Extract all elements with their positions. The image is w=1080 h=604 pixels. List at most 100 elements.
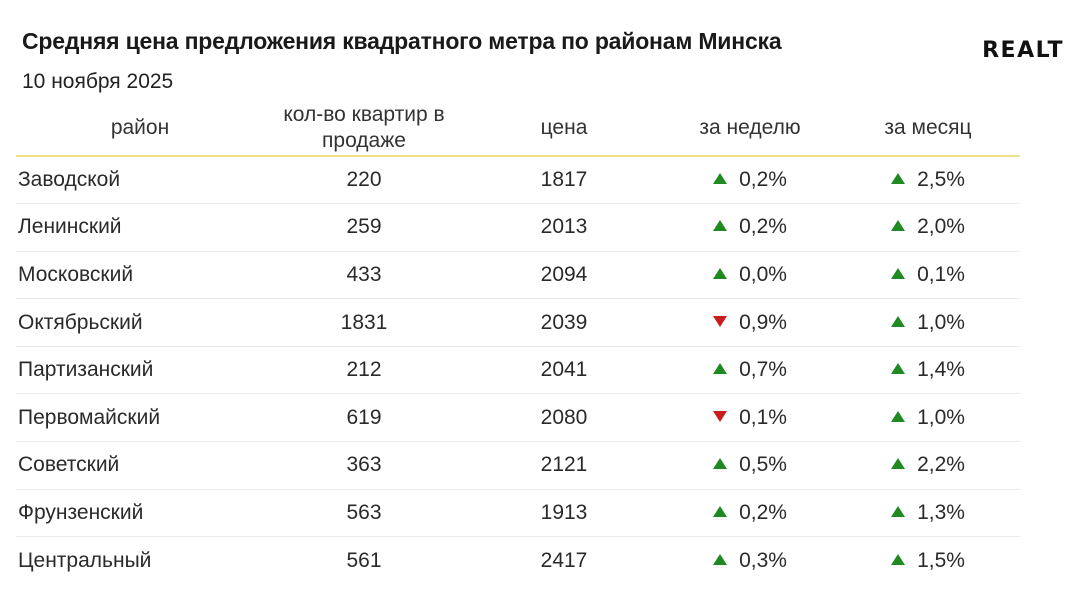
table-row: Заводской 220 1817 0,2% 2,5% bbox=[16, 156, 1020, 205]
district-name: Московский bbox=[16, 251, 264, 300]
up-triangle-icon bbox=[891, 458, 906, 470]
chart-title: Средняя цена предложения квадратного мет… bbox=[22, 28, 782, 54]
district-name: Ленинский bbox=[16, 203, 264, 252]
up-triangle-icon bbox=[713, 505, 728, 517]
listing-count: 561 bbox=[346, 548, 382, 572]
listing-count: 619 bbox=[264, 393, 464, 443]
up-triangle-icon bbox=[891, 363, 906, 375]
district-name: Первомайский bbox=[16, 393, 264, 443]
up-triangle-icon bbox=[891, 505, 906, 517]
column-header-count: кол-во квартир в продаже bbox=[264, 100, 464, 157]
weekly-change-value: 0,3% bbox=[739, 548, 787, 572]
column-header-week: за неделю bbox=[664, 100, 836, 157]
monthly-change-cell: 1,4% bbox=[836, 346, 1020, 395]
table-header-row: район кол-во квартир в продаже цена за н… bbox=[16, 100, 1020, 157]
monthly-change-value: 2,2% bbox=[917, 453, 965, 477]
weekly-change-value: 0,2% bbox=[739, 500, 787, 524]
table-row: Центральный 561 2417 0,3% 1,5% bbox=[16, 537, 1020, 585]
column-header-month: за месяц bbox=[836, 100, 1020, 157]
price-value: 2041 bbox=[464, 346, 664, 395]
down-triangle-icon bbox=[713, 315, 728, 327]
table-row: Советский 363 2121 0,5% 2,2% bbox=[16, 441, 1020, 490]
price-value: 2013 bbox=[464, 203, 664, 252]
weekly-change-value: 0,2% bbox=[739, 215, 787, 239]
up-triangle-icon bbox=[891, 173, 906, 184]
monthly-change-value: 1,3% bbox=[917, 500, 965, 524]
price-value: 2121 bbox=[464, 441, 664, 490]
weekly-change-cell: 0,7% bbox=[664, 346, 836, 395]
monthly-change-value: 2,0% bbox=[917, 215, 965, 239]
column-header-price: цена bbox=[464, 100, 664, 157]
monthly-change-value: 1,4% bbox=[917, 358, 965, 382]
up-triangle-icon bbox=[713, 267, 728, 279]
weekly-change-value: 0,2% bbox=[739, 168, 787, 192]
monthly-change-cell: 2,0% bbox=[836, 203, 1020, 252]
listing-count: 212 bbox=[264, 346, 464, 395]
up-triangle-icon bbox=[891, 553, 906, 565]
listing-count: 363 bbox=[264, 441, 464, 490]
price-table: район кол-во квартир в продаже цена за н… bbox=[16, 100, 1020, 584]
up-triangle-icon bbox=[891, 410, 906, 422]
weekly-change-cell: 0,3% bbox=[664, 537, 836, 585]
monthly-change-cell: 1,0% bbox=[836, 298, 1020, 347]
price-value: 1817 bbox=[464, 156, 664, 205]
up-triangle-icon bbox=[713, 220, 728, 232]
listing-count: 259 bbox=[264, 203, 464, 252]
table-row: Октябрьский 1831 2039 0,9% 1,0% bbox=[16, 298, 1020, 347]
table-row: Московский 433 2094 0,0% 0,1% bbox=[16, 251, 1020, 300]
price-value: 2080 bbox=[464, 393, 664, 443]
chart-date: 10 ноября 2025 bbox=[22, 70, 174, 93]
monthly-change-cell: 1,5% bbox=[836, 537, 1020, 585]
up-triangle-icon bbox=[713, 553, 728, 565]
weekly-change-cell: 0,5% bbox=[664, 441, 836, 490]
weekly-change-value: 0,5% bbox=[739, 453, 787, 477]
up-triangle-icon bbox=[891, 315, 906, 327]
district-name: Центральный bbox=[18, 548, 152, 572]
up-triangle-icon bbox=[713, 363, 728, 375]
monthly-change-value: 2,5% bbox=[917, 168, 965, 192]
listing-count: 1831 bbox=[264, 298, 464, 347]
realt-logo: REALT bbox=[982, 38, 1064, 63]
up-triangle-icon bbox=[891, 220, 906, 232]
listing-count: 433 bbox=[264, 251, 464, 300]
monthly-change-value: 1,5% bbox=[917, 548, 965, 572]
price-value: 1913 bbox=[464, 489, 664, 538]
listing-count: 220 bbox=[264, 156, 464, 205]
up-triangle-icon bbox=[713, 458, 728, 470]
weekly-change-value: 0,9% bbox=[739, 310, 787, 334]
monthly-change-value: 0,1% bbox=[917, 262, 965, 286]
monthly-change-cell: 1,3% bbox=[836, 489, 1020, 538]
down-triangle-icon bbox=[713, 410, 728, 422]
monthly-change-cell: 2,2% bbox=[836, 441, 1020, 490]
district-name: Советский bbox=[16, 441, 264, 490]
monthly-change-value: 1,0% bbox=[917, 310, 965, 334]
district-name: Заводской bbox=[16, 156, 264, 205]
district-name: Октябрьский bbox=[16, 298, 264, 347]
weekly-change-value: 0,1% bbox=[739, 405, 787, 429]
weekly-change-cell: 0,1% bbox=[664, 393, 836, 443]
table-row: Первомайский 619 2080 0,1% 1,0% bbox=[16, 393, 1020, 443]
price-value: 2094 bbox=[464, 251, 664, 300]
price-value: 2039 bbox=[464, 298, 664, 347]
weekly-change-cell: 0,9% bbox=[664, 298, 836, 347]
weekly-change-value: 0,7% bbox=[739, 358, 787, 382]
listing-count: 563 bbox=[264, 489, 464, 538]
monthly-change-cell: 1,0% bbox=[836, 393, 1020, 443]
table-row: Ленинский 259 2013 0,2% 2,0% bbox=[16, 203, 1020, 252]
table-body: Заводской 220 1817 0,2% 2,5% Ленинский 259 2013… bbox=[16, 156, 1020, 584]
district-name: Партизанский bbox=[16, 346, 264, 395]
weekly-change-cell: 0,2% bbox=[664, 203, 836, 252]
weekly-change-cell: 0,0% bbox=[664, 251, 836, 300]
up-triangle-icon bbox=[891, 267, 906, 279]
table-row: Фрунзенский 563 1913 0,2% 1,3% bbox=[16, 489, 1020, 538]
price-value: 2417 bbox=[540, 548, 588, 572]
up-triangle-icon bbox=[713, 173, 728, 184]
monthly-change-value: 1,0% bbox=[917, 405, 965, 429]
weekly-change-value: 0,0% bbox=[739, 262, 787, 286]
monthly-change-cell: 0,1% bbox=[836, 251, 1020, 300]
weekly-change-cell: 0,2% bbox=[664, 156, 836, 205]
monthly-change-cell: 2,5% bbox=[836, 156, 1020, 205]
weekly-change-cell: 0,2% bbox=[664, 489, 836, 538]
column-header-district: район bbox=[16, 100, 264, 157]
